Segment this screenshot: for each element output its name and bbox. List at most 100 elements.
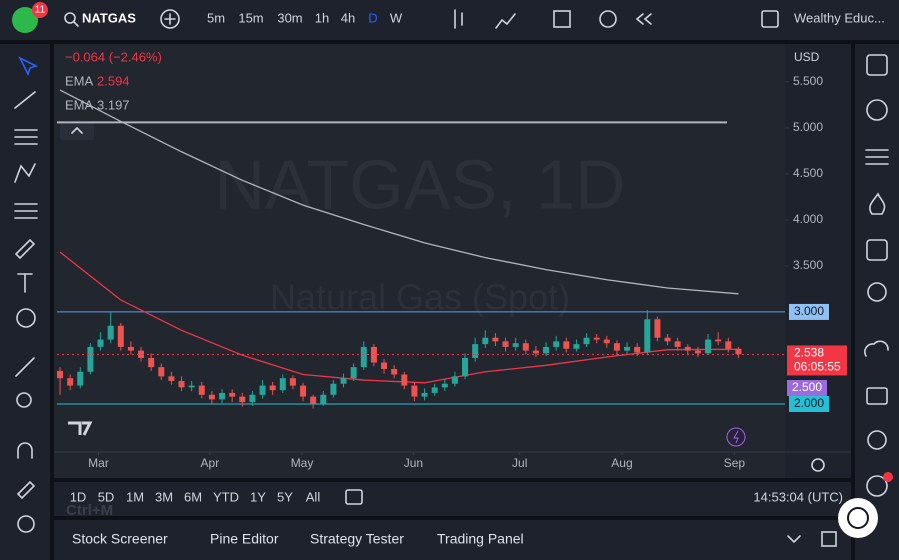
candle-body	[67, 378, 74, 386]
date-range[interactable]	[345, 489, 363, 505]
candle-body	[320, 394, 327, 404]
x-tick-label: Apr	[201, 456, 220, 470]
tv-logo	[68, 421, 93, 436]
object-tree[interactable]	[865, 149, 889, 165]
range-button[interactable]: 5D	[98, 489, 115, 504]
candle-body	[472, 344, 479, 358]
emoji-tool[interactable]	[16, 308, 36, 328]
symbol[interactable]: NATGAS	[82, 10, 136, 25]
x-tick-label: Aug	[611, 456, 632, 470]
currency[interactable]: USD	[794, 50, 820, 64]
visibility-tool[interactable]	[17, 515, 35, 533]
chart-type[interactable]	[454, 9, 463, 29]
replay[interactable]	[635, 13, 652, 25]
dynamic-layer: 11 NATGAS 5m 15m 30m 1h 4h D W Wealthy Educ... NAT…	[35, 5, 885, 547]
brush-tool[interactable]	[14, 238, 36, 260]
candle-body	[735, 348, 742, 355]
interval[interactable]: 5m	[207, 10, 225, 25]
assistant-icon	[847, 507, 870, 529]
interval[interactable]: 15m	[238, 10, 263, 25]
forecast-tool[interactable]	[14, 203, 38, 219]
badge-count: 11	[35, 5, 46, 16]
pattern-tool[interactable]	[14, 163, 36, 183]
candle-body	[593, 337, 600, 340]
measure-tool[interactable]	[15, 357, 35, 377]
candle-body	[381, 362, 388, 369]
text-tool[interactable]	[17, 273, 33, 293]
notifications[interactable]	[866, 475, 888, 497]
candle-body	[178, 380, 185, 388]
range-button[interactable]: 6M	[184, 489, 202, 504]
lock-tool[interactable]	[16, 480, 36, 500]
candle-body	[624, 346, 631, 351]
y-tick-label: 5.500	[793, 74, 823, 88]
legend-value: 2.594	[97, 73, 130, 88]
maximize-panel[interactable]	[821, 531, 837, 547]
range-button[interactable]: YTD	[213, 489, 239, 504]
interval[interactable]: 1h	[315, 10, 329, 25]
alerts[interactable]	[866, 99, 888, 121]
candle-body	[310, 396, 317, 404]
candle-body	[229, 392, 236, 397]
range-button[interactable]: 1M	[126, 489, 144, 504]
collapse-legend[interactable]	[60, 122, 94, 140]
interval[interactable]: 30m	[277, 10, 302, 25]
account[interactable]: Wealthy Educ...	[794, 10, 885, 25]
level-box	[789, 395, 829, 412]
interval[interactable]: 4h	[341, 10, 355, 25]
candle-body	[654, 319, 661, 338]
y-tick-label: 3.500	[793, 258, 823, 272]
countdown: 06:05:55	[794, 360, 841, 374]
streams[interactable]	[864, 340, 889, 357]
indicators[interactable]	[495, 13, 516, 29]
panel-tab[interactable]: Pine Editor	[210, 531, 279, 547]
collapse-legend	[71, 126, 83, 134]
add-symbol	[164, 13, 176, 25]
search-icon[interactable]	[64, 12, 76, 24]
zoom-tool[interactable]	[16, 392, 32, 408]
candle-body	[553, 341, 560, 347]
layouts[interactable]	[553, 10, 571, 28]
magnet-tool[interactable]	[17, 442, 33, 459]
calendar[interactable]	[866, 239, 888, 261]
legend-name: EMA	[65, 97, 94, 112]
range-button[interactable]: 5Y	[277, 489, 293, 504]
bolt-button[interactable]	[726, 427, 746, 447]
panel-tab[interactable]: Strategy Tester	[310, 531, 404, 547]
trend-line-tool[interactable]	[14, 91, 36, 109]
alert[interactable]	[599, 10, 617, 28]
watermark-title: NATGAS, 1D	[214, 145, 625, 223]
cursor-tool[interactable]	[18, 56, 39, 77]
range-button[interactable]: 1D	[70, 489, 87, 504]
level-box	[789, 303, 829, 320]
ideas[interactable]	[867, 282, 887, 302]
select-layout[interactable]	[761, 10, 779, 28]
panel-tab[interactable]: Stock Screener	[72, 531, 168, 547]
panel-tab[interactable]: Trading Panel	[437, 531, 524, 547]
candle-body	[168, 376, 175, 381]
candle-body	[148, 357, 155, 368]
candle-body	[502, 341, 509, 347]
candle-body	[451, 376, 458, 384]
interval[interactable]: D	[368, 10, 377, 25]
assistant-button[interactable]	[838, 498, 878, 538]
candle-body	[512, 343, 519, 347]
range-button[interactable]: 3M	[155, 489, 173, 504]
interval[interactable]: W	[390, 10, 403, 25]
settings[interactable]	[811, 458, 825, 472]
candle-body	[532, 350, 539, 354]
bolt-icon	[733, 430, 739, 444]
help[interactable]	[867, 430, 887, 450]
collapse-panel[interactable]	[787, 535, 801, 544]
candle-body	[107, 325, 114, 340]
candle-body	[340, 378, 347, 384]
chats[interactable]	[866, 387, 888, 405]
watchlist[interactable]	[866, 54, 888, 76]
hotlist[interactable]	[869, 192, 886, 215]
add-symbol[interactable]	[160, 9, 180, 29]
range-button[interactable]: 1Y	[250, 489, 266, 504]
range-button[interactable]: All	[306, 489, 321, 504]
logo[interactable]	[12, 7, 38, 33]
range-bar	[54, 482, 851, 516]
fib-tool[interactable]	[14, 129, 38, 145]
